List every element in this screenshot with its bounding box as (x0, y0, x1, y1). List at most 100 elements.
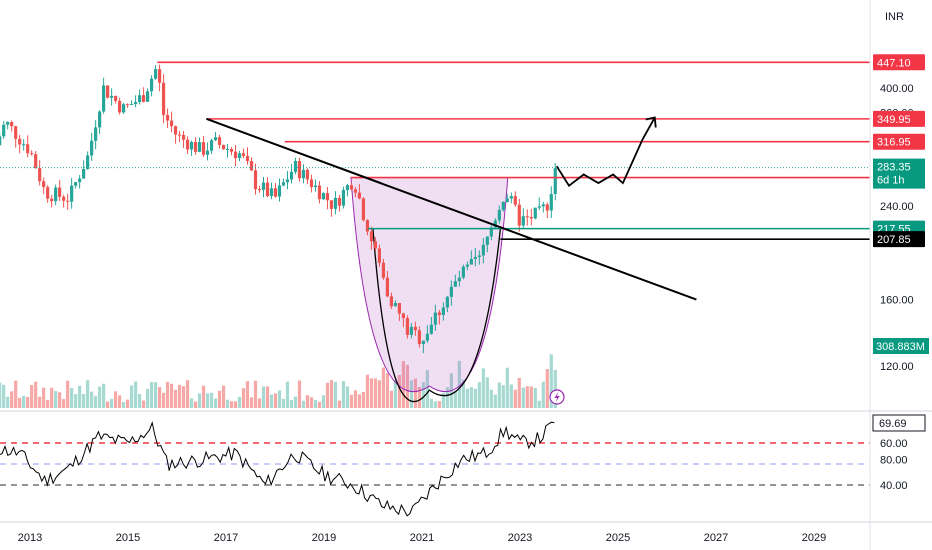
candle-body (297, 160, 302, 179)
volume-bar (477, 382, 481, 408)
volume-bar (325, 382, 330, 408)
volume-bar (245, 381, 250, 408)
volume-bar (421, 382, 425, 408)
candle-body (525, 216, 529, 218)
volume-bar (221, 385, 226, 408)
candle-body (149, 78, 154, 92)
candle-body (353, 189, 358, 193)
volume-bar (445, 387, 449, 408)
volume-bar (517, 378, 521, 408)
volume-label: 308.883M (876, 341, 925, 353)
volume-bar (433, 401, 437, 408)
candle-body (58, 187, 62, 197)
candle-body (417, 330, 421, 344)
price-level-badge (873, 110, 925, 127)
candle-body (42, 181, 46, 188)
candle-body (237, 153, 242, 159)
drawing-lines (0, 61, 870, 301)
candle-body (181, 134, 186, 140)
candle-body (361, 198, 366, 221)
candle-body (509, 196, 513, 199)
volume-bar (98, 386, 102, 408)
time-tick-label: 2013 (18, 532, 42, 544)
volume-bar (58, 392, 62, 408)
candle-body (213, 137, 218, 141)
candle-body (118, 100, 122, 113)
volume-bar (405, 364, 409, 408)
candle-body (541, 204, 545, 207)
candle-body (413, 326, 417, 331)
countdown-label: 6d 1h (877, 175, 905, 187)
rsi-tick-label: 60.00 (880, 438, 908, 450)
candle-body (437, 312, 441, 316)
time-tick-label: 2029 (802, 532, 826, 544)
volume-bar (277, 390, 282, 408)
volume-bar (213, 398, 218, 408)
volume-bar (389, 390, 394, 408)
volume-bar (62, 399, 66, 408)
volume-bar (122, 401, 126, 408)
candle-body (26, 144, 30, 154)
volume-bar (70, 387, 74, 408)
volume-bar (209, 392, 214, 408)
candle-body (241, 153, 246, 156)
rsi-line (0, 421, 555, 517)
candle-body (197, 142, 202, 152)
projection-arrowhead (645, 116, 657, 128)
volume-bar (305, 395, 310, 408)
candle-body (481, 244, 485, 256)
candle-body (34, 154, 38, 169)
price-tick-label: 160.00 (880, 295, 914, 307)
volume-bar (509, 384, 513, 408)
volume-bar (18, 397, 22, 408)
candle-body (110, 95, 114, 98)
volume-bar (273, 393, 278, 408)
time-tick-label: 2019 (312, 532, 336, 544)
candle-body (325, 193, 330, 201)
candle-body (409, 326, 413, 335)
candle-body (277, 185, 282, 197)
time-tick-label: 2023 (508, 532, 532, 544)
candle-body (66, 200, 70, 202)
cup-shape (350, 177, 509, 393)
volume-bar (217, 390, 222, 408)
volume-bar (345, 386, 350, 408)
candle-body (317, 185, 322, 200)
volume-bar (553, 369, 557, 408)
current-price-label: 283.35 (877, 162, 911, 174)
candle-body (82, 169, 86, 179)
candle-body (549, 193, 553, 211)
candle-body (106, 85, 110, 98)
candle-body (46, 187, 50, 199)
volume-bar (54, 391, 58, 408)
volume-bar (102, 383, 106, 408)
candle-body (269, 188, 274, 197)
candle-body (209, 140, 214, 151)
volume-bar (169, 383, 174, 408)
volume-bar (161, 392, 166, 408)
time-tick-label: 2017 (214, 532, 238, 544)
price-level-badge (873, 133, 925, 150)
volume-bar (385, 373, 390, 408)
candle-body (337, 197, 342, 206)
volume-bar (465, 388, 469, 408)
candle-body (469, 259, 473, 265)
volume-bar (86, 380, 90, 408)
volume-bar (397, 375, 401, 408)
candle-body (513, 196, 517, 205)
alert-icon[interactable] (549, 389, 565, 405)
candle-body (333, 197, 338, 209)
candle-body (309, 179, 314, 188)
candle-body (137, 95, 142, 103)
volume-bar (485, 377, 489, 408)
candle-body (165, 114, 170, 121)
volume-bar (473, 388, 477, 408)
volume-bar (545, 369, 549, 408)
cup-pattern (350, 177, 509, 403)
volume-bar (373, 378, 378, 408)
trendline (206, 117, 697, 301)
volume-bar (317, 401, 322, 408)
volume-badge (873, 338, 929, 354)
candle-body (102, 85, 106, 112)
